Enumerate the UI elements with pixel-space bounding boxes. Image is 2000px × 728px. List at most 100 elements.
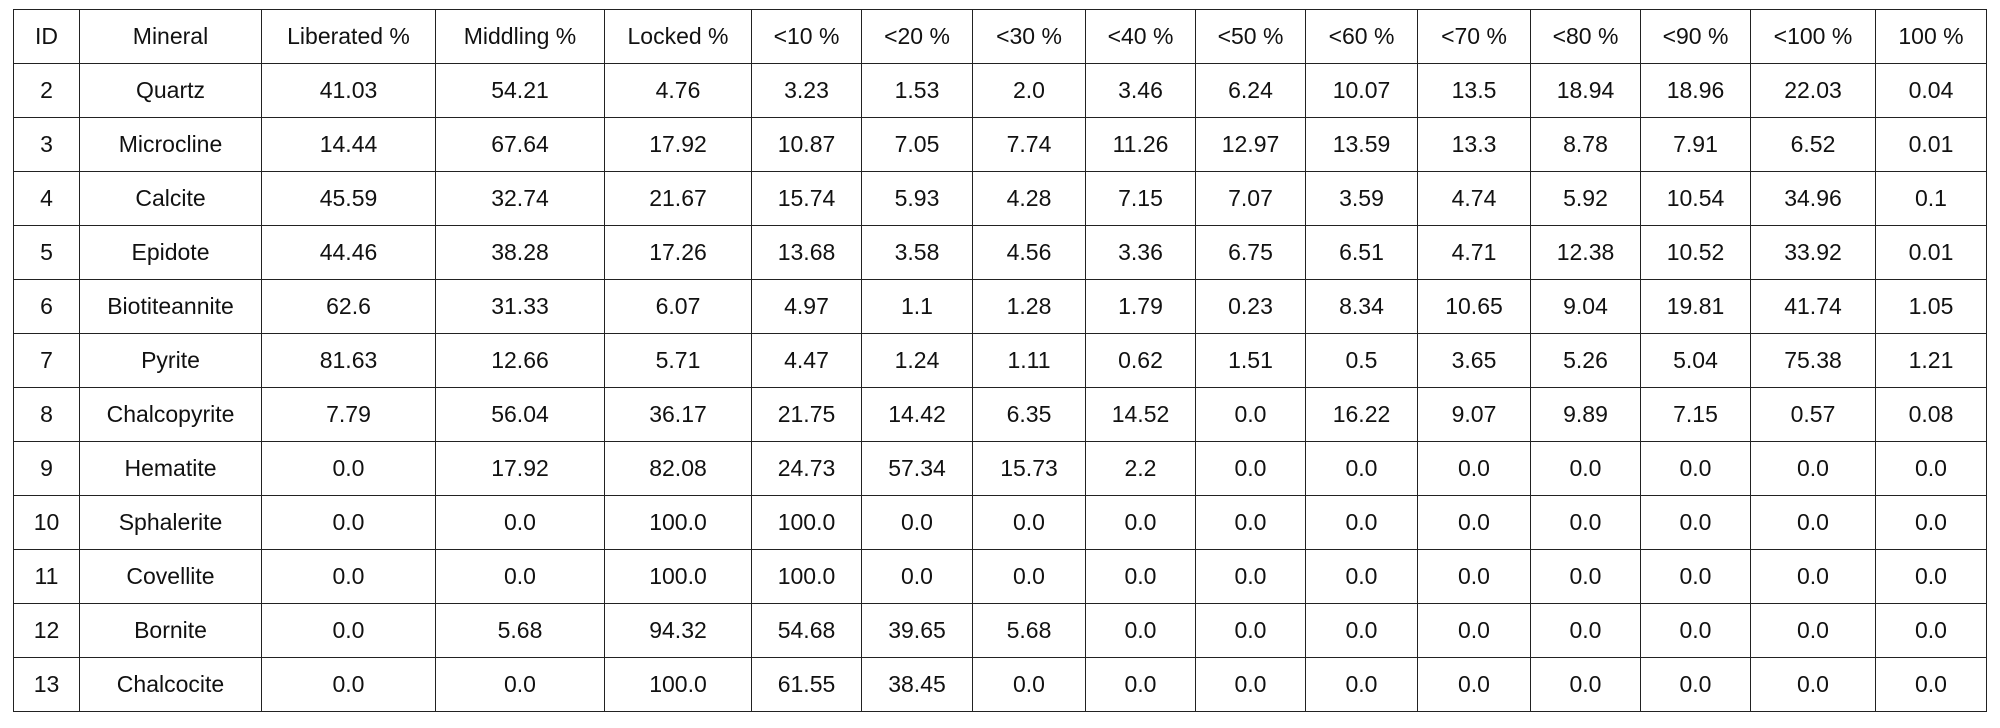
- table-cell: 0.0: [1305, 657, 1418, 712]
- header-cell: <50 %: [1195, 9, 1306, 64]
- table-cell: 0.0: [261, 657, 436, 712]
- table-cell: 3.59: [1305, 171, 1418, 226]
- table-cell: 0.0: [261, 603, 436, 658]
- header-cell: ID: [13, 9, 80, 64]
- table-cell: 14.44: [261, 117, 436, 172]
- table-cell: 17.26: [604, 225, 752, 280]
- table-row: 9 Hematite 0.0 17.92 82.08 24.73 57.34 15.73 2.2…: [13, 441, 1987, 496]
- header-cell: <40 %: [1085, 9, 1196, 64]
- table-cell: 100.0: [604, 549, 752, 604]
- table-cell: 0.0: [1417, 441, 1531, 496]
- table-cell: 0.0: [1530, 657, 1641, 712]
- table-cell: 18.96: [1640, 63, 1751, 118]
- table-cell: 14.52: [1085, 387, 1196, 442]
- table-cell: 0.0: [1417, 657, 1531, 712]
- table-cell: 0.01: [1875, 225, 1987, 280]
- table-cell: 1.05: [1875, 279, 1987, 334]
- table-cell: 13.5: [1417, 63, 1531, 118]
- header-cell: Locked %: [604, 9, 752, 64]
- table-cell: 10.07: [1305, 63, 1418, 118]
- table-cell: Sphalerite: [79, 495, 262, 550]
- table-cell: Chalcopyrite: [79, 387, 262, 442]
- table-cell: 4.71: [1417, 225, 1531, 280]
- table-cell: 0.0: [1305, 441, 1418, 496]
- table-cell: Chalcocite: [79, 657, 262, 712]
- table-cell: Biotiteannite: [79, 279, 262, 334]
- table-cell: 4.97: [751, 279, 862, 334]
- table-cell: 0.0: [1875, 603, 1987, 658]
- table-cell: 0.0: [1640, 441, 1751, 496]
- table-cell: 0.0: [1530, 495, 1641, 550]
- table-cell: 21.75: [751, 387, 862, 442]
- table-cell: Covellite: [79, 549, 262, 604]
- table-cell: 0.0: [861, 495, 973, 550]
- table-cell: 7.91: [1640, 117, 1751, 172]
- table-cell: 10.54: [1640, 171, 1751, 226]
- table-cell: 6.75: [1195, 225, 1306, 280]
- table-cell: 3.46: [1085, 63, 1196, 118]
- table-cell: 0.0: [972, 495, 1086, 550]
- table-cell: 0.0: [1640, 603, 1751, 658]
- table-cell: 1.53: [861, 63, 973, 118]
- table-cell: 7: [13, 333, 80, 388]
- table-cell: 12.38: [1530, 225, 1641, 280]
- table-cell: 0.0: [1417, 603, 1531, 658]
- table-cell: 33.92: [1750, 225, 1876, 280]
- table-cell: 38.28: [435, 225, 605, 280]
- table-cell: 3.23: [751, 63, 862, 118]
- header-cell: <30 %: [972, 9, 1086, 64]
- table-cell: 41.74: [1750, 279, 1876, 334]
- table-cell: 0.0: [1530, 603, 1641, 658]
- table-cell: 100.0: [604, 495, 752, 550]
- table-cell: 0.0: [1085, 657, 1196, 712]
- table-cell: 13.3: [1417, 117, 1531, 172]
- table-cell: 54.68: [751, 603, 862, 658]
- table-cell: 7.07: [1195, 171, 1306, 226]
- table-cell: 0.0: [1875, 549, 1987, 604]
- table-cell: 0.0: [1750, 603, 1876, 658]
- table-cell: 6.24: [1195, 63, 1306, 118]
- table-cell: Microcline: [79, 117, 262, 172]
- table-cell: 24.73: [751, 441, 862, 496]
- table-cell: 0.57: [1750, 387, 1876, 442]
- table-cell: 0.0: [1530, 549, 1641, 604]
- table-cell: 0.0: [1417, 549, 1531, 604]
- table-cell: Pyrite: [79, 333, 262, 388]
- table-cell: 0.0: [1417, 495, 1531, 550]
- table-cell: 15.74: [751, 171, 862, 226]
- table-cell: 2.2: [1085, 441, 1196, 496]
- table-cell: 2: [13, 63, 80, 118]
- table-cell: 6: [13, 279, 80, 334]
- table-cell: 0.1: [1875, 171, 1987, 226]
- table-cell: 18.94: [1530, 63, 1641, 118]
- table-cell: 1.28: [972, 279, 1086, 334]
- table-cell: 11: [13, 549, 80, 604]
- table-cell: 5.93: [861, 171, 973, 226]
- table-cell: 39.65: [861, 603, 973, 658]
- table-cell: 0.0: [1875, 657, 1987, 712]
- table-cell: 1.1: [861, 279, 973, 334]
- table-cell: 32.74: [435, 171, 605, 226]
- table-cell: 0.0: [261, 549, 436, 604]
- table-cell: 4: [13, 171, 80, 226]
- table-cell: 0.0: [1305, 603, 1418, 658]
- header-cell: Liberated %: [261, 9, 436, 64]
- table-cell: 9.89: [1530, 387, 1641, 442]
- table-cell: 0.0: [435, 657, 605, 712]
- table-cell: 0.0: [1530, 441, 1641, 496]
- table-cell: 3.65: [1417, 333, 1531, 388]
- table-cell: 34.96: [1750, 171, 1876, 226]
- table-cell: 44.46: [261, 225, 436, 280]
- table-cell: 36.17: [604, 387, 752, 442]
- table-cell: 0.0: [1640, 549, 1751, 604]
- table-cell: 67.64: [435, 117, 605, 172]
- table-cell: 5.71: [604, 333, 752, 388]
- table-cell: 0.0: [435, 549, 605, 604]
- table-cell: 38.45: [861, 657, 973, 712]
- header-cell: Mineral: [79, 9, 262, 64]
- table-cell: 4.76: [604, 63, 752, 118]
- table-cell: Epidote: [79, 225, 262, 280]
- table-cell: 0.0: [1085, 549, 1196, 604]
- table-cell: 0.0: [1085, 495, 1196, 550]
